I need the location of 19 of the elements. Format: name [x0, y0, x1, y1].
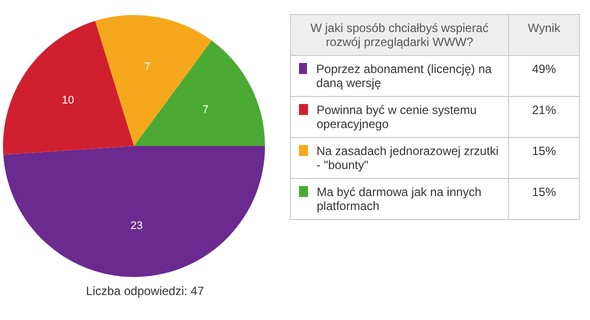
text: Wynik [508, 14, 580, 56]
pie-slice [3, 20, 134, 155]
text: 15% [532, 144, 556, 158]
text: 21% [532, 103, 556, 117]
pie-slice [134, 40, 265, 146]
legend-label: Powinna być w cenie systemu operacyjnego [316, 103, 478, 131]
legend-label: Na zasadach jednorazowej zrzutki - "bounty" [316, 144, 500, 172]
text: 49% [532, 62, 556, 76]
pie-slice [95, 15, 212, 146]
legend-label: Poprzez abonament (licencję) na daną wersję [316, 62, 493, 90]
legend-title: W jaki sposób chciałbyś wspierać rozwój przeglądarki WWW? [290, 14, 508, 56]
data-label: 7 [202, 104, 208, 116]
data-label: 23 [130, 220, 143, 232]
legend-label: Ma być darmowa jak na innych platformach [316, 185, 482, 213]
text: Liczba odpowiedzi: 47 [84, 284, 206, 298]
data-label: 7 [144, 61, 150, 74]
pie-slice [3, 146, 265, 277]
data-label: 10 [62, 94, 74, 107]
text: 15% [532, 185, 556, 199]
